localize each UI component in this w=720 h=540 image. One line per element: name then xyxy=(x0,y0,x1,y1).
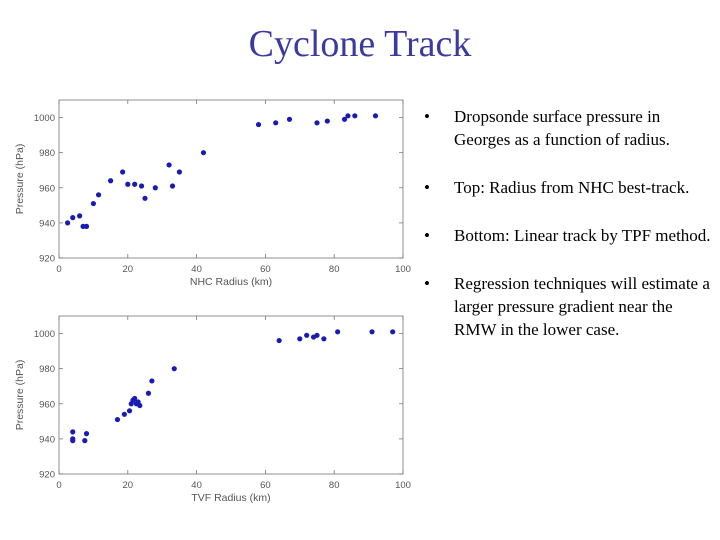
bullet-icon: • xyxy=(424,274,430,293)
y-tick-label: 920 xyxy=(39,254,55,265)
data-point xyxy=(70,438,76,444)
y-tick-label: 980 xyxy=(39,148,55,159)
data-point xyxy=(77,213,83,219)
bullet-icon: • xyxy=(424,107,430,126)
data-point xyxy=(142,195,148,201)
data-point xyxy=(108,178,114,184)
data-point xyxy=(145,390,152,396)
bullet-item: • Regression techniques will estimate a l… xyxy=(422,272,712,341)
data-point xyxy=(335,329,341,335)
bullet-item: • Bottom: Linear track by TPF method. xyxy=(422,224,712,247)
data-point xyxy=(297,336,303,342)
data-point xyxy=(138,183,145,189)
x-tick-label: 60 xyxy=(260,264,271,275)
bullet-list: • Dropsonde surface pressure in Georges a… xyxy=(422,105,712,366)
scatter-chart-1: 0 20 40 60 80 100 920 940 960 980 1000 NHC Radius (… xyxy=(14,99,411,288)
data-point xyxy=(352,113,358,119)
data-point xyxy=(169,183,176,189)
data-point xyxy=(200,150,207,156)
data-point xyxy=(369,329,375,335)
data-point xyxy=(166,162,172,168)
bullet-item: • Dropsonde surface pressure in Georges a… xyxy=(422,105,712,151)
data-point xyxy=(341,116,348,122)
data-point xyxy=(114,416,121,423)
y-tick-label: 1000 xyxy=(34,329,55,340)
x-tick-label: 0 xyxy=(56,480,61,491)
x-tick-label: 20 xyxy=(123,264,134,275)
data-point xyxy=(304,332,310,338)
x-axis-label: TVF Radius (km) xyxy=(191,492,270,504)
y-tick-label: 940 xyxy=(39,434,55,445)
data-point xyxy=(70,215,76,221)
data-point xyxy=(95,192,102,198)
data-point xyxy=(390,329,396,335)
page-title: Cyclone Track xyxy=(248,23,472,65)
x-tick-label: 40 xyxy=(191,480,202,491)
x-tick-label: 40 xyxy=(191,264,202,275)
data-point xyxy=(149,378,155,384)
y-axis-label: Pressure (hPa) xyxy=(14,144,26,215)
data-point xyxy=(83,431,90,437)
data-point xyxy=(132,181,138,187)
x-tick-label: 80 xyxy=(329,264,340,275)
y-tick-label: 960 xyxy=(39,399,55,410)
x-tick-label: 100 xyxy=(395,480,411,491)
y-tick-label: 920 xyxy=(39,470,55,481)
data-point xyxy=(324,118,330,124)
data-point xyxy=(314,332,320,338)
bullet-icon: • xyxy=(424,226,430,245)
x-tick-label: 60 xyxy=(260,480,271,491)
data-point xyxy=(273,120,279,126)
x-tick-label: 0 xyxy=(56,264,61,275)
plot-frame xyxy=(58,315,404,475)
data-point xyxy=(82,438,88,444)
bullet-text: Top: Radius from NHC best-track. xyxy=(454,178,690,197)
y-tick-label: 940 xyxy=(39,218,55,229)
data-point xyxy=(276,337,282,344)
bullet-item: • Top: Radius from NHC best-track. xyxy=(422,176,712,199)
data-point xyxy=(152,185,158,191)
data-point xyxy=(345,113,351,119)
x-tick-label: 100 xyxy=(395,264,411,275)
data-point xyxy=(132,395,138,402)
data-point xyxy=(65,220,71,226)
data-point xyxy=(171,366,177,372)
scatter-chart-2: 0 20 40 60 80 100 920 940 960 980 1000 TVF Radius (… xyxy=(14,315,411,504)
bullet-text: Dropsonde surface pressure in Georges as… xyxy=(454,107,670,149)
x-tick-label: 20 xyxy=(123,480,134,491)
data-point xyxy=(372,113,379,119)
data-point xyxy=(83,223,90,229)
x-tick-label: 80 xyxy=(329,480,340,491)
data-point xyxy=(314,120,320,126)
data-point xyxy=(125,181,131,187)
data-point xyxy=(255,121,262,128)
y-axis-label: Pressure (hPa) xyxy=(14,360,26,431)
bullet-text: Regression techniques will estimate a la… xyxy=(454,274,710,339)
data-point xyxy=(321,336,327,342)
data-point xyxy=(90,200,96,207)
data-point xyxy=(120,169,126,175)
plot-frame xyxy=(58,99,404,259)
data-point xyxy=(70,429,76,435)
x-axis-label: NHC Radius (km) xyxy=(190,276,272,288)
y-tick-label: 960 xyxy=(39,183,55,194)
bullet-text: Bottom: Linear track by TPF method. xyxy=(454,226,711,245)
data-point xyxy=(137,402,143,409)
data-point xyxy=(126,408,133,414)
data-point xyxy=(286,116,293,122)
data-point xyxy=(121,411,127,417)
y-tick-label: 1000 xyxy=(34,113,55,124)
data-point xyxy=(176,169,182,175)
bullet-icon: • xyxy=(424,178,430,197)
y-tick-label: 980 xyxy=(39,364,55,375)
